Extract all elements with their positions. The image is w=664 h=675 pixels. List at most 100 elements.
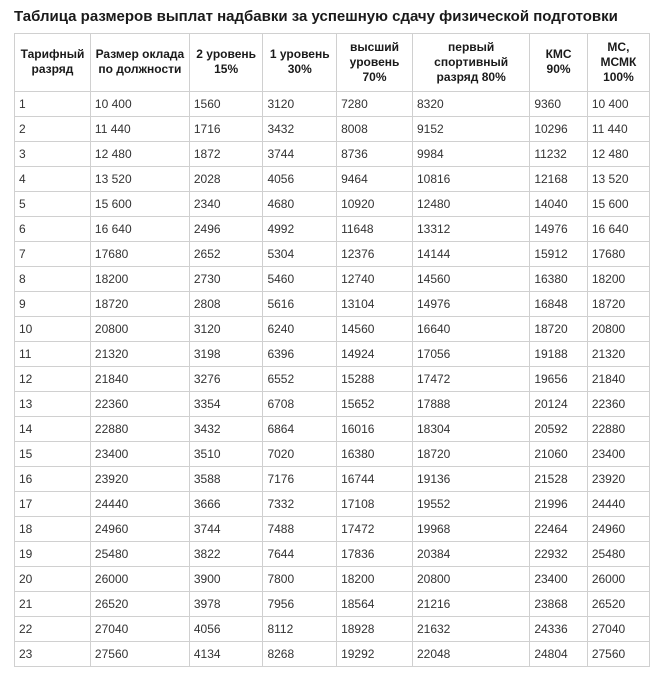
table-cell: 2340 [189, 191, 263, 216]
table-cell: 14 [15, 416, 91, 441]
table-cell: 5304 [263, 241, 337, 266]
table-cell: 14144 [412, 241, 529, 266]
col-header: 2 уровень 15% [189, 33, 263, 91]
table-cell: 6708 [263, 391, 337, 416]
table-cell: 21632 [412, 616, 529, 641]
table-cell: 13 520 [587, 166, 649, 191]
table-cell: 1872 [189, 141, 263, 166]
col-header: МС, МСМК 100% [587, 33, 649, 91]
table-cell: 9152 [412, 116, 529, 141]
table-cell: 4 [15, 166, 91, 191]
table-cell: 3744 [189, 516, 263, 541]
table-cell: 18720 [412, 441, 529, 466]
table-cell: 14924 [337, 341, 413, 366]
table-cell: 3666 [189, 491, 263, 516]
table-cell: 11 440 [587, 116, 649, 141]
table-cell: 4056 [263, 166, 337, 191]
table-cell: 4680 [263, 191, 337, 216]
table-cell: 7956 [263, 591, 337, 616]
col-header: КМС 90% [530, 33, 588, 91]
table-header-row: Тарифный разряд Размер оклада по должнос… [15, 33, 650, 91]
table-cell: 22360 [587, 391, 649, 416]
table-cell: 15912 [530, 241, 588, 266]
table-cell: 18720 [530, 316, 588, 341]
table-row: 211 44017163432800891521029611 440 [15, 116, 650, 141]
table-cell: 20592 [530, 416, 588, 441]
table-cell: 12 480 [587, 141, 649, 166]
table-cell: 14976 [412, 291, 529, 316]
table-cell: 22880 [587, 416, 649, 441]
table-cell: 23 [15, 641, 91, 666]
table-cell: 6864 [263, 416, 337, 441]
table-cell: 20 [15, 566, 91, 591]
table-row: 16239203588717616744191362152823920 [15, 466, 650, 491]
table-cell: 18 [15, 516, 91, 541]
table-cell: 3900 [189, 566, 263, 591]
table-cell: 14040 [530, 191, 588, 216]
page-title: Таблица размеров выплат надбавки за успе… [14, 8, 650, 27]
table-cell: 13 [15, 391, 91, 416]
bonus-table: Тарифный разряд Размер оклада по должнос… [14, 33, 650, 667]
table-cell: 2 [15, 116, 91, 141]
table-row: 616 6402496499211648133121497616 640 [15, 216, 650, 241]
table-cell: 6 [15, 216, 91, 241]
table-cell: 22880 [90, 416, 189, 441]
table-cell: 12740 [337, 266, 413, 291]
table-cell: 24960 [90, 516, 189, 541]
table-row: 7176802652530412376141441591217680 [15, 241, 650, 266]
table-cell: 4134 [189, 641, 263, 666]
table-cell: 7488 [263, 516, 337, 541]
table-cell: 23920 [587, 466, 649, 491]
table-cell: 10 [15, 316, 91, 341]
table-cell: 16 [15, 466, 91, 491]
table-cell: 21216 [412, 591, 529, 616]
table-cell: 17 [15, 491, 91, 516]
table-cell: 11 [15, 341, 91, 366]
table-cell: 1716 [189, 116, 263, 141]
table-cell: 26000 [587, 566, 649, 591]
table-cell: 20124 [530, 391, 588, 416]
table-cell: 2028 [189, 166, 263, 191]
table-cell: 15 600 [90, 191, 189, 216]
table-cell: 11648 [337, 216, 413, 241]
table-cell: 17472 [337, 516, 413, 541]
table-cell: 21840 [90, 366, 189, 391]
table-cell: 7020 [263, 441, 337, 466]
table-cell: 12376 [337, 241, 413, 266]
table-cell: 8736 [337, 141, 413, 166]
table-cell: 26520 [90, 591, 189, 616]
col-header: Тарифный разряд [15, 33, 91, 91]
table-row: 22270404056811218928216322433627040 [15, 616, 650, 641]
table-cell: 24440 [90, 491, 189, 516]
col-header: Размер оклада по должности [90, 33, 189, 91]
table-cell: 3120 [189, 316, 263, 341]
table-cell: 7800 [263, 566, 337, 591]
table-cell: 18200 [587, 266, 649, 291]
table-cell: 16 640 [90, 216, 189, 241]
table-cell: 10 400 [587, 91, 649, 116]
table-cell: 7332 [263, 491, 337, 516]
table-cell: 20800 [90, 316, 189, 341]
table-cell: 2730 [189, 266, 263, 291]
table-cell: 25480 [587, 541, 649, 566]
table-cell: 27560 [90, 641, 189, 666]
table-row: 312 48018723744873699841123212 480 [15, 141, 650, 166]
table-cell: 20800 [587, 316, 649, 341]
table-cell: 3120 [263, 91, 337, 116]
table-cell: 9360 [530, 91, 588, 116]
table-cell: 22360 [90, 391, 189, 416]
table-row: 12218403276655215288174721965621840 [15, 366, 650, 391]
table-row: 18249603744748817472199682246424960 [15, 516, 650, 541]
table-cell: 16380 [530, 266, 588, 291]
table-row: 23275604134826819292220482480427560 [15, 641, 650, 666]
table-cell: 6396 [263, 341, 337, 366]
table-cell: 3432 [189, 416, 263, 441]
table-cell: 3744 [263, 141, 337, 166]
table-cell: 16640 [412, 316, 529, 341]
table-cell: 16 640 [587, 216, 649, 241]
table-cell: 27040 [90, 616, 189, 641]
table-cell: 3 [15, 141, 91, 166]
table-row: 413 520202840569464108161216813 520 [15, 166, 650, 191]
table-cell: 23920 [90, 466, 189, 491]
table-cell: 14560 [412, 266, 529, 291]
